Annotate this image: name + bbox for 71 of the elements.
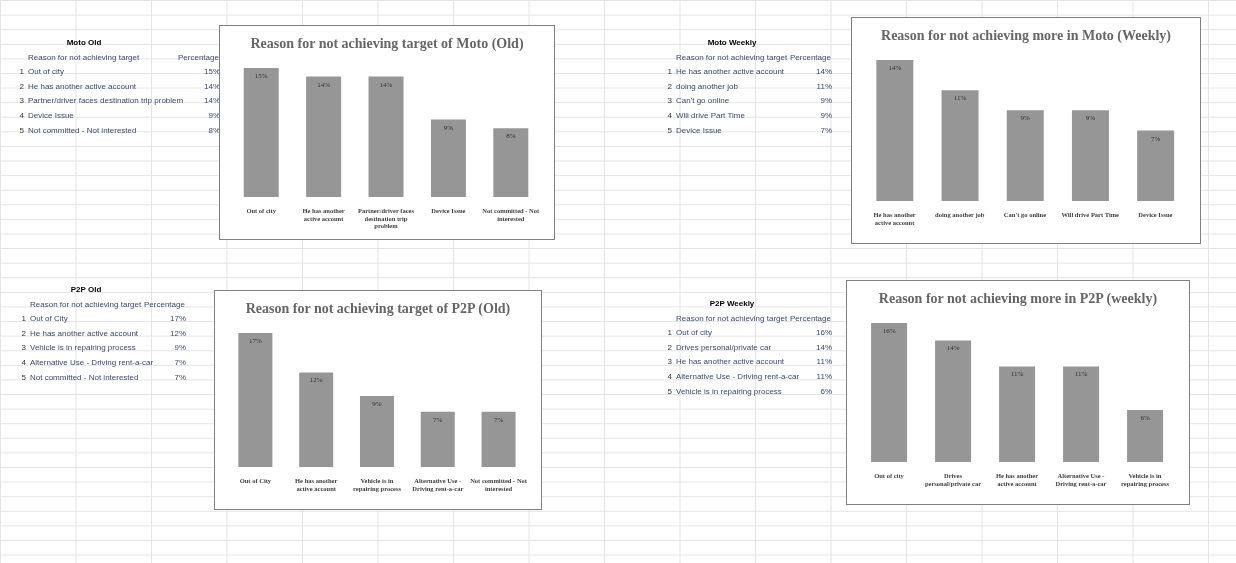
category-label: Not committed - Not interested [28,125,137,135]
text: 3 [20,342,27,355]
chart-title: Reason for not achieving more in Moto (Weekly) [880,27,1172,45]
text: Moto Old [65,37,103,49]
category-label: Not committed - Not interested [30,372,139,382]
category-label: Vehicle is in repairing process [30,343,136,353]
text: 5 [20,371,27,384]
text: 2 [18,80,25,93]
category-label: doing another job [676,81,738,91]
text: P2P Old [69,284,103,296]
text: 2 [20,327,27,340]
chart-title: Reason for not achieving target of P2P (Old) [244,300,512,318]
category-label: Will drive Part Time [676,110,745,120]
text: 4 [666,370,673,383]
category-label: He has another active account [676,67,785,77]
chart-title: Reason for not achieving target of Moto (Old) [249,35,525,53]
chart-title: Reason for not achieving more in P2P (weekly) [877,290,1159,308]
text: 7% [174,357,186,367]
text: 11% [816,81,832,91]
text: 11% [816,357,832,367]
text: 3 [666,356,673,369]
text: 9% [820,96,832,106]
category-label: Out of city [28,67,65,77]
text: 9% [174,343,186,353]
text: 9% [820,110,832,120]
category-label: Drives personal/private car [676,342,772,352]
text: P2P Weekly [708,298,756,310]
text: Percentage [178,51,220,64]
text: Percentage [790,312,832,325]
text: 1 [18,66,25,79]
category-label: He has another active account [30,328,139,338]
text: Reason for not achieving target [28,51,141,64]
category-label: Alternative Use - Driving rent-a-car [30,357,154,367]
text: Reason for not achieving target [676,312,789,325]
text: Percentage [790,51,832,64]
category-label: Alternative Use - Driving rent-a-car [676,371,800,381]
text: 7% [174,372,186,382]
text: 4 [18,109,25,122]
category-label: Device Issue [676,125,722,135]
text: 12% [169,328,186,338]
text: 16% [815,328,832,338]
text: 5 [18,124,25,137]
category-label: Can't go online [676,96,730,106]
text: 17% [169,314,186,324]
text: Reason for not achieving target [30,298,143,311]
category-label: Out of City [30,314,68,324]
text: 5 [666,124,673,137]
text: 5 [666,385,673,398]
text: Percentage [144,298,186,311]
category-label: He has another active account [676,357,785,367]
text: Reason for not achieving target [676,51,789,64]
category-label: Vehicle is in repairing process [676,386,782,396]
text: 1 [20,313,27,326]
category-label: He has another active account [28,81,137,91]
category-label: Partner/driver faces destination trip problem [28,96,184,106]
category-label: Device Issue [28,110,74,120]
text: 2 [666,341,673,354]
text: 1 [666,66,673,79]
text: 4 [20,356,27,369]
text: 3 [18,95,25,108]
text: 3 [666,95,673,108]
text: 1 [666,327,673,340]
text: Moto Weekly [706,37,758,49]
text: 7% [820,125,832,135]
text: 4 [666,109,673,122]
text: 6% [820,386,832,396]
text: 14% [815,67,832,77]
text: 2 [666,80,673,93]
text: 11% [816,371,832,381]
category-label: Out of city [676,328,713,338]
text: 14% [815,342,832,352]
